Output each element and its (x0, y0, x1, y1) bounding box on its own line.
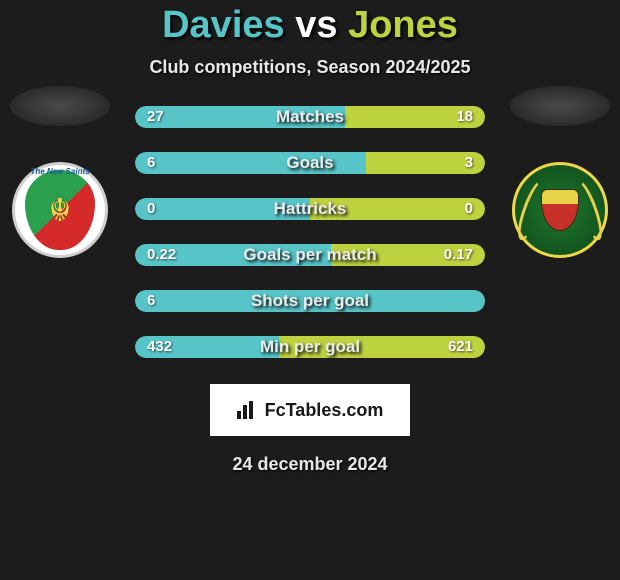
bar-left (135, 152, 366, 174)
stat-row: 2718Matches (135, 106, 485, 128)
player1-club-crest: The New Saints ☬ (12, 162, 108, 258)
page-title: Davies vs Jones (0, 4, 620, 47)
bar-track (135, 198, 485, 220)
left-column: The New Saints ☬ (10, 86, 110, 258)
right-column (510, 86, 610, 258)
bar-left (135, 106, 345, 128)
stat-row: 0.220.17Goals per match (135, 244, 485, 266)
stat-left-value: 6 (147, 152, 155, 174)
main-area: The New Saints ☬ 2718Matches63Goals00Hat… (0, 106, 620, 358)
player2-name: Jones (348, 4, 458, 46)
stat-left-value: 27 (147, 106, 164, 128)
stat-left-value: 432 (147, 336, 172, 358)
stat-left-value: 0 (147, 198, 155, 220)
bar-track (135, 290, 485, 312)
stat-row: 6Shots per goal (135, 290, 485, 312)
player1-silhouette (10, 86, 110, 126)
crest-right-inner (525, 175, 595, 245)
bar-track (135, 152, 485, 174)
infographic-root: Davies vs Jones Club competitions, Seaso… (0, 0, 620, 580)
stat-row: 432621Min per goal (135, 336, 485, 358)
bar-chart-icon (237, 401, 259, 419)
bar-track (135, 336, 485, 358)
bar-left (135, 198, 310, 220)
player1-name: Davies (162, 4, 285, 46)
crest-right-shield (541, 189, 579, 231)
dragon-icon: ☬ (49, 191, 72, 229)
stat-row: 00Hattricks (135, 198, 485, 220)
stat-right-value: 3 (465, 152, 473, 174)
stat-left-value: 0.22 (147, 244, 176, 266)
stat-right-value: 0 (465, 198, 473, 220)
bar-track (135, 106, 485, 128)
bar-right (310, 198, 485, 220)
date-label: 24 december 2024 (0, 454, 620, 475)
stat-right-value: 18 (456, 106, 473, 128)
bar-left (135, 290, 485, 312)
stat-right-value: 0.17 (444, 244, 473, 266)
stat-row: 63Goals (135, 152, 485, 174)
player2-club-crest (512, 162, 608, 258)
crest-left-shield: The New Saints ☬ (25, 170, 95, 250)
player2-silhouette (510, 86, 610, 126)
watermark-text: FcTables.com (265, 400, 384, 421)
stat-right-value: 621 (448, 336, 473, 358)
crest-left-text: The New Saints (30, 168, 89, 176)
stats-bars: 2718Matches63Goals00Hattricks0.220.17Goa… (135, 106, 485, 358)
watermark: FcTables.com (210, 384, 410, 436)
stat-left-value: 6 (147, 290, 155, 312)
vs-label: vs (295, 4, 337, 46)
bar-track (135, 244, 485, 266)
subtitle: Club competitions, Season 2024/2025 (0, 57, 620, 78)
